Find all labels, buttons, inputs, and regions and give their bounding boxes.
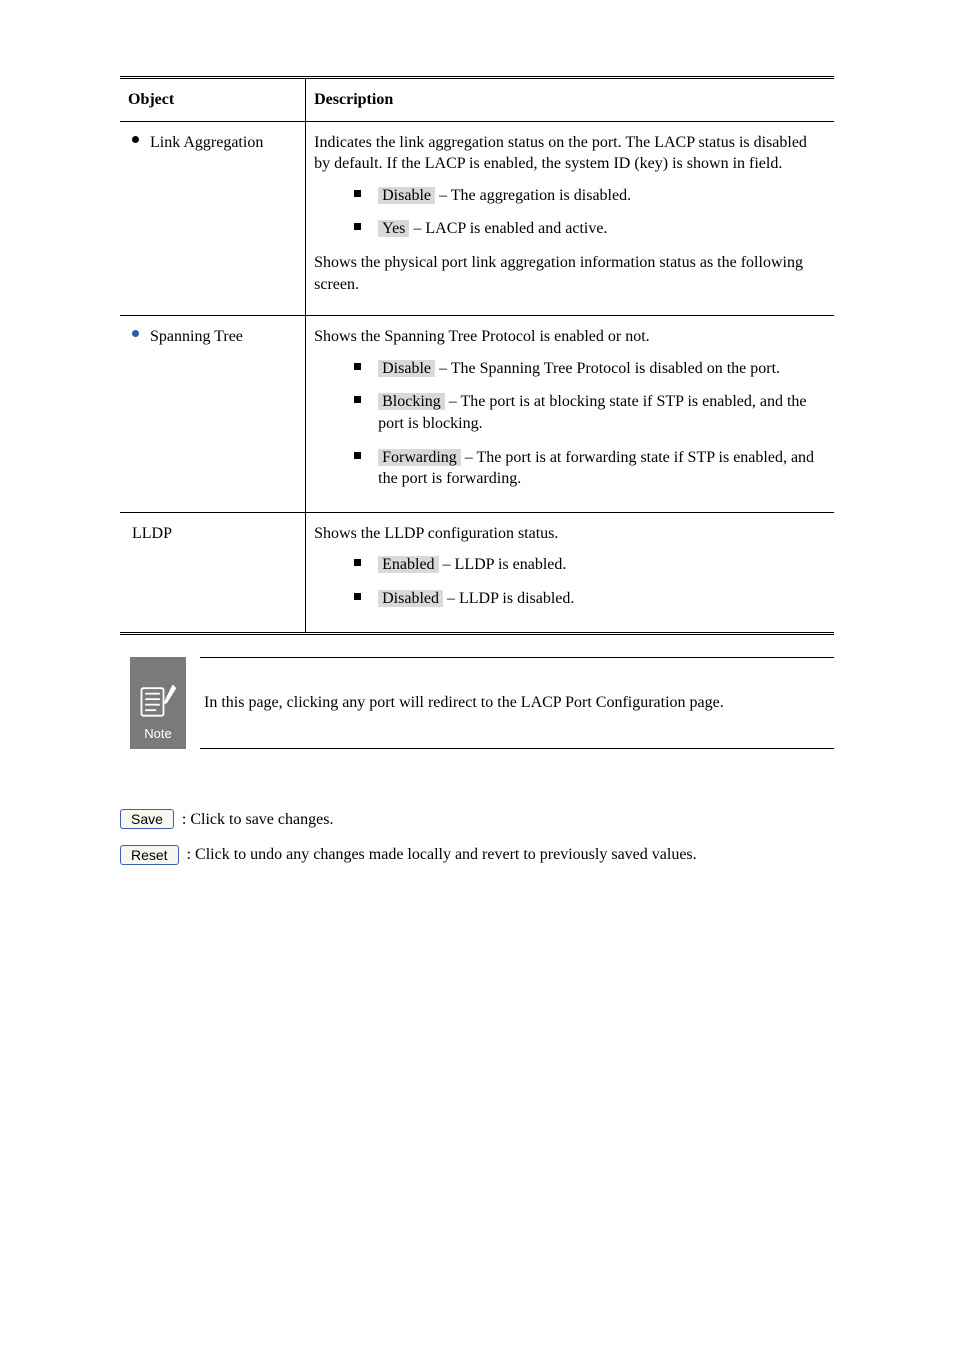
- list-item-text: – The aggregation is disabled.: [435, 187, 631, 204]
- note-icon: Note: [130, 657, 186, 749]
- reset-button[interactable]: Reset: [120, 845, 179, 865]
- object-cell: LLDP: [120, 512, 306, 633]
- description-intro: Shows the Spanning Tree Protocol is enab…: [314, 326, 826, 348]
- list-item-key: Disable: [378, 187, 435, 204]
- square-icon: [354, 593, 361, 600]
- description-tail: Shows the physical port link aggregation…: [314, 252, 826, 295]
- th-object: Object: [120, 78, 306, 122]
- bullet-icon: [132, 330, 139, 337]
- note-text: In this page, clicking any port will red…: [200, 657, 834, 749]
- description-intro: Indicates the link aggregation status on…: [314, 132, 826, 175]
- note-label: Note: [144, 725, 171, 743]
- description-cell: Indicates the link aggregation status on…: [306, 121, 834, 316]
- reset-row: Reset : Click to undo any changes made l…: [120, 844, 834, 866]
- object-cell: Link Aggregation: [120, 121, 306, 316]
- square-icon: [354, 190, 361, 197]
- list-item-key: Disabled: [378, 590, 443, 607]
- note-block: Note In this page, clicking any port wil…: [130, 657, 834, 749]
- list-item: Blocking – The port is at blocking state…: [314, 391, 826, 434]
- list-item-text: – LLDP is disabled.: [443, 590, 574, 607]
- object-item: Link Aggregation: [128, 132, 297, 154]
- square-icon: [354, 559, 361, 566]
- list-item: Disable – The Spanning Tree Protocol is …: [314, 358, 826, 380]
- object-label: LLDP: [128, 523, 297, 545]
- object-cell: Spanning Tree: [120, 316, 306, 513]
- description-cell: Shows the LLDP configuration status. Enab…: [306, 512, 834, 633]
- reset-text: : Click to undo any changes made locally…: [187, 844, 697, 866]
- object-description-table: Object Description Link Aggregation Indic…: [120, 76, 834, 635]
- list-item: Enabled – LLDP is enabled.: [314, 554, 826, 576]
- square-icon: [354, 396, 361, 403]
- list-item: Forwarding – The port is at forwarding s…: [314, 447, 826, 490]
- list-item-key: Disable: [378, 360, 435, 377]
- table-row: LLDP Shows the LLDP configuration status.…: [120, 512, 834, 633]
- save-button[interactable]: Save: [120, 809, 174, 829]
- list-item: Disabled – LLDP is disabled.: [314, 588, 826, 610]
- bullet-icon: [132, 136, 139, 143]
- list-item-text: – LACP is enabled and active.: [409, 220, 607, 237]
- description-cell: Shows the Spanning Tree Protocol is enab…: [306, 316, 834, 513]
- table-row: Spanning Tree Shows the Spanning Tree Pro…: [120, 316, 834, 513]
- save-row: Save : Click to save changes.: [120, 809, 834, 831]
- save-text: : Click to save changes.: [182, 809, 334, 831]
- description-intro: Shows the LLDP configuration status.: [314, 523, 826, 545]
- square-icon: [354, 363, 361, 370]
- list-item-text: – The Spanning Tree Protocol is disabled…: [435, 360, 780, 377]
- list-item-key: Blocking: [378, 393, 445, 410]
- list-item: Yes – LACP is enabled and active.: [314, 218, 826, 240]
- square-icon: [354, 452, 361, 459]
- th-description: Description: [306, 78, 834, 122]
- list-item-key: Forwarding: [378, 449, 461, 466]
- list-item-key: Enabled: [378, 556, 438, 573]
- list-item: Disable – The aggregation is disabled.: [314, 185, 826, 207]
- object-label: Link Aggregation: [150, 134, 263, 151]
- list-item-key: Yes: [378, 220, 409, 237]
- object-item: Spanning Tree: [128, 326, 297, 348]
- square-icon: [354, 223, 361, 230]
- table-row: Link Aggregation Indicates the link aggre…: [120, 121, 834, 316]
- object-label: Spanning Tree: [150, 328, 243, 345]
- list-item-text: – LLDP is enabled.: [439, 556, 567, 573]
